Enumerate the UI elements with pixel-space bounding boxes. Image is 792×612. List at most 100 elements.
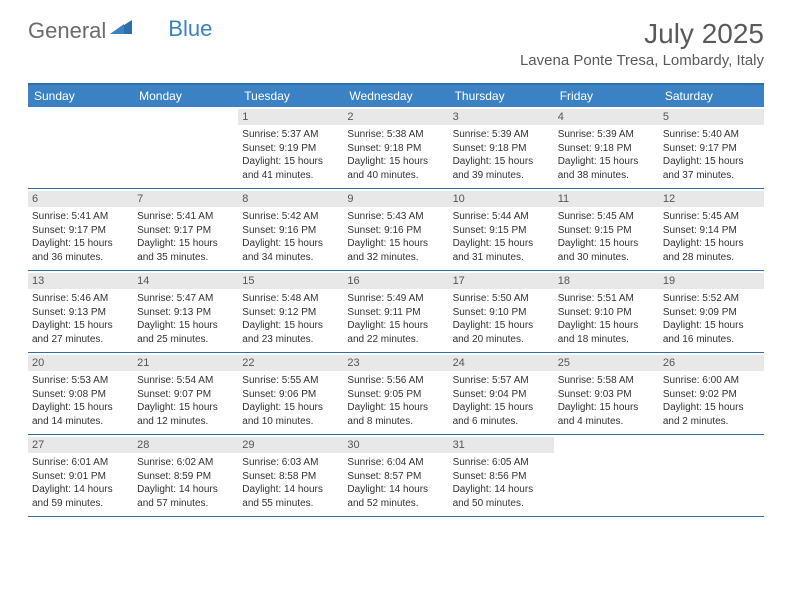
day-cell: 12Sunrise: 5:45 AMSunset: 9:14 PMDayligh… — [659, 189, 764, 270]
day-number: 14 — [133, 273, 238, 289]
day-content: Sunrise: 5:49 AMSunset: 9:11 PMDaylight:… — [347, 292, 444, 346]
sunset-line: Sunset: 9:17 PM — [663, 142, 760, 156]
sunrise-line: Sunrise: 6:02 AM — [137, 456, 234, 470]
daylight-line: Daylight: 14 hours and 50 minutes. — [453, 483, 550, 510]
day-cell: 11Sunrise: 5:45 AMSunset: 9:15 PMDayligh… — [554, 189, 659, 270]
day-cell: 21Sunrise: 5:54 AMSunset: 9:07 PMDayligh… — [133, 353, 238, 434]
day-content: Sunrise: 6:05 AMSunset: 8:56 PMDaylight:… — [453, 456, 550, 510]
day-number: 31 — [449, 437, 554, 453]
weekday-thursday: Thursday — [449, 85, 554, 107]
day-number: 15 — [238, 273, 343, 289]
sunrise-line: Sunrise: 5:38 AM — [347, 128, 444, 142]
sunset-line: Sunset: 9:01 PM — [32, 470, 129, 484]
daylight-line: Daylight: 15 hours and 22 minutes. — [347, 319, 444, 346]
sunrise-line: Sunrise: 5:43 AM — [347, 210, 444, 224]
week-row: 20Sunrise: 5:53 AMSunset: 9:08 PMDayligh… — [28, 353, 764, 435]
daylight-line: Daylight: 15 hours and 4 minutes. — [558, 401, 655, 428]
day-cell — [659, 435, 764, 516]
day-number: 9 — [343, 191, 448, 207]
day-number: 27 — [28, 437, 133, 453]
sunrise-line: Sunrise: 5:47 AM — [137, 292, 234, 306]
day-cell: 31 Sunrise: 6:05 AMSunset: 8:56 PMDayligh… — [449, 435, 554, 516]
day-content: Sunrise: 5:48 AMSunset: 9:12 PMDaylight:… — [242, 292, 339, 346]
daylight-line: Daylight: 15 hours and 12 minutes. — [137, 401, 234, 428]
daylight-line: Daylight: 15 hours and 34 minutes. — [242, 237, 339, 264]
daylight-line: Daylight: 15 hours and 27 minutes. — [32, 319, 129, 346]
day-cell: 8 Sunrise: 5:42 AMSunset: 9:16 PMDaylight… — [238, 189, 343, 270]
weekday-monday: Monday — [133, 85, 238, 107]
day-number: 16 — [343, 273, 448, 289]
day-number: 12 — [659, 191, 764, 207]
day-cell — [28, 107, 133, 188]
sunset-line: Sunset: 9:18 PM — [558, 142, 655, 156]
day-content: Sunrise: 6:00 AMSunset: 9:02 PMDaylight:… — [663, 374, 760, 428]
day-number: 21 — [133, 355, 238, 371]
day-cell: 27 Sunrise: 6:01 AMSunset: 9:01 PMDayligh… — [28, 435, 133, 516]
sunset-line: Sunset: 9:10 PM — [453, 306, 550, 320]
day-number: 10 — [449, 191, 554, 207]
daylight-line: Daylight: 15 hours and 28 minutes. — [663, 237, 760, 264]
day-cell: 23 Sunrise: 5:56 AMSunset: 9:05 PMDayligh… — [343, 353, 448, 434]
sunset-line: Sunset: 9:18 PM — [453, 142, 550, 156]
logo-triangle-icon — [110, 20, 136, 43]
day-content: Sunrise: 5:57 AMSunset: 9:04 PMDaylight:… — [453, 374, 550, 428]
sunrise-line: Sunrise: 6:03 AM — [242, 456, 339, 470]
sunset-line: Sunset: 9:12 PM — [242, 306, 339, 320]
daylight-line: Daylight: 15 hours and 25 minutes. — [137, 319, 234, 346]
day-cell: 13Sunrise: 5:46 AMSunset: 9:13 PMDayligh… — [28, 271, 133, 352]
day-cell: 19Sunrise: 5:52 AMSunset: 9:09 PMDayligh… — [659, 271, 764, 352]
daylight-line: Daylight: 15 hours and 8 minutes. — [347, 401, 444, 428]
day-number: 23 — [343, 355, 448, 371]
sunset-line: Sunset: 9:15 PM — [558, 224, 655, 238]
sunset-line: Sunset: 9:16 PM — [347, 224, 444, 238]
day-content: Sunrise: 5:55 AMSunset: 9:06 PMDaylight:… — [242, 374, 339, 428]
day-cell: 3 Sunrise: 5:39 AMSunset: 9:18 PMDaylight… — [449, 107, 554, 188]
sunrise-line: Sunrise: 5:39 AM — [558, 128, 655, 142]
day-cell: 24Sunrise: 5:57 AMSunset: 9:04 PMDayligh… — [449, 353, 554, 434]
daylight-line: Daylight: 14 hours and 57 minutes. — [137, 483, 234, 510]
day-cell: 20Sunrise: 5:53 AMSunset: 9:08 PMDayligh… — [28, 353, 133, 434]
week-row: 1Sunrise: 5:37 AMSunset: 9:19 PMDaylight… — [28, 107, 764, 189]
sunset-line: Sunset: 9:10 PM — [558, 306, 655, 320]
day-number: 28 — [133, 437, 238, 453]
day-cell: 28 Sunrise: 6:02 AMSunset: 8:59 PMDayligh… — [133, 435, 238, 516]
day-number: 2 — [343, 109, 448, 125]
day-content: Sunrise: 5:42 AMSunset: 9:16 PMDaylight:… — [242, 210, 339, 264]
day-cell: 5Sunrise: 5:40 AMSunset: 9:17 PMDaylight… — [659, 107, 764, 188]
sunrise-line: Sunrise: 5:54 AM — [137, 374, 234, 388]
day-content: Sunrise: 6:01 AMSunset: 9:01 PMDaylight:… — [32, 456, 129, 510]
day-content: Sunrise: 5:56 AMSunset: 9:05 PMDaylight:… — [347, 374, 444, 428]
daylight-line: Daylight: 15 hours and 37 minutes. — [663, 155, 760, 182]
day-number: 30 — [343, 437, 448, 453]
day-number: 8 — [238, 191, 343, 207]
sunrise-line: Sunrise: 6:04 AM — [347, 456, 444, 470]
sunset-line: Sunset: 9:17 PM — [32, 224, 129, 238]
sunset-line: Sunset: 9:11 PM — [347, 306, 444, 320]
day-cell: 7Sunrise: 5:41 AMSunset: 9:17 PMDaylight… — [133, 189, 238, 270]
sunset-line: Sunset: 9:04 PM — [453, 388, 550, 402]
weeks-container: 1Sunrise: 5:37 AMSunset: 9:19 PMDaylight… — [28, 107, 764, 517]
weekday-wednesday: Wednesday — [343, 85, 448, 107]
day-content: Sunrise: 5:44 AMSunset: 9:15 PMDaylight:… — [453, 210, 550, 264]
sunrise-line: Sunrise: 6:05 AM — [453, 456, 550, 470]
day-cell: 29Sunrise: 6:03 AMSunset: 8:58 PMDayligh… — [238, 435, 343, 516]
day-cell: 1Sunrise: 5:37 AMSunset: 9:19 PMDaylight… — [238, 107, 343, 188]
day-number: 7 — [133, 191, 238, 207]
sunrise-line: Sunrise: 5:48 AM — [242, 292, 339, 306]
daylight-line: Daylight: 15 hours and 16 minutes. — [663, 319, 760, 346]
sunset-line: Sunset: 8:57 PM — [347, 470, 444, 484]
sunrise-line: Sunrise: 5:55 AM — [242, 374, 339, 388]
day-cell: 14Sunrise: 5:47 AMSunset: 9:13 PMDayligh… — [133, 271, 238, 352]
day-content: Sunrise: 6:02 AMSunset: 8:59 PMDaylight:… — [137, 456, 234, 510]
daylight-line: Daylight: 15 hours and 6 minutes. — [453, 401, 550, 428]
day-content: Sunrise: 5:58 AMSunset: 9:03 PMDaylight:… — [558, 374, 655, 428]
day-content: Sunrise: 5:39 AMSunset: 9:18 PMDaylight:… — [453, 128, 550, 182]
day-content: Sunrise: 5:51 AMSunset: 9:10 PMDaylight:… — [558, 292, 655, 346]
week-row: 6Sunrise: 5:41 AMSunset: 9:17 PMDaylight… — [28, 189, 764, 271]
day-number: 3 — [449, 109, 554, 125]
day-content: Sunrise: 5:45 AMSunset: 9:15 PMDaylight:… — [558, 210, 655, 264]
weekday-tuesday: Tuesday — [238, 85, 343, 107]
day-content: Sunrise: 5:50 AMSunset: 9:10 PMDaylight:… — [453, 292, 550, 346]
day-cell: 15 Sunrise: 5:48 AMSunset: 9:12 PMDayligh… — [238, 271, 343, 352]
sunset-line: Sunset: 9:09 PM — [663, 306, 760, 320]
